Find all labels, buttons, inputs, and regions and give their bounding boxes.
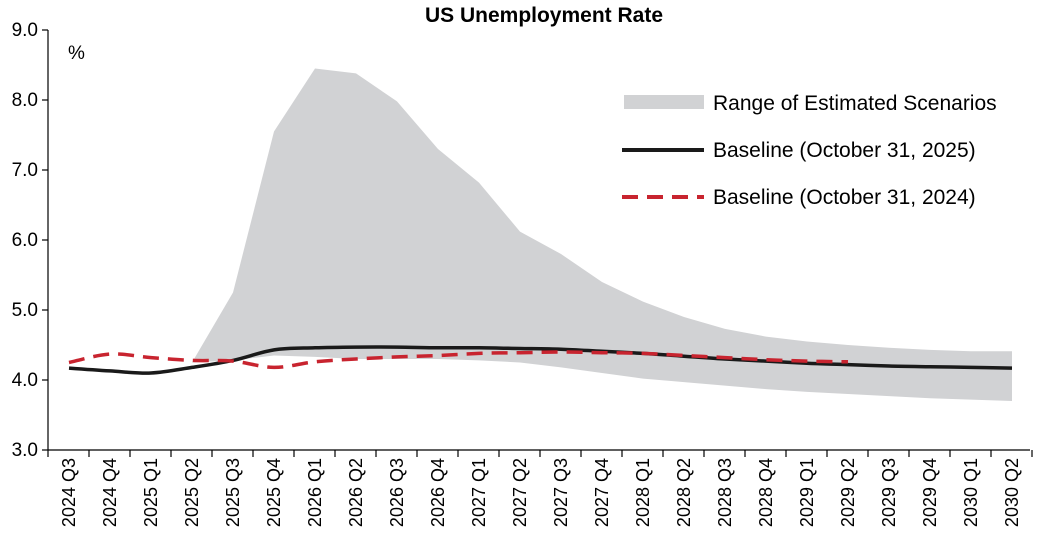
- x-tick-label: 2026 Q4: [428, 458, 448, 527]
- x-tick-label: 2029 Q1: [797, 458, 817, 527]
- x-tick-label: 2028 Q3: [715, 458, 735, 527]
- y-tick-label: 3.0: [12, 440, 38, 461]
- x-tick-label: 2026 Q1: [305, 458, 325, 527]
- x-tick-label: 2029 Q4: [920, 458, 940, 527]
- legend: Range of Estimated Scenarios Baseline (Oc…: [622, 92, 997, 209]
- x-tick-label: 2025 Q1: [141, 458, 161, 527]
- x-tick-label: 2025 Q2: [182, 458, 202, 527]
- x-tick-label: 2027 Q1: [469, 458, 489, 527]
- y-tick-label: 8.0: [12, 90, 38, 111]
- scenario-range-band-layer: [192, 68, 1012, 401]
- axes-layer: 3.0 4.0 5.0 6.0 7.0 8.0 9.0 2024 Q3 2024 Q4 2025 …: [12, 20, 1033, 527]
- x-tick-label: 2026 Q2: [346, 458, 366, 527]
- y-tick-label: 9.0: [12, 20, 38, 41]
- legend-label-baseline-2025: Baseline (October 31, 2025): [713, 139, 976, 162]
- x-tick-label: 2025 Q3: [223, 458, 243, 527]
- y-tick-label: 5.0: [12, 300, 38, 321]
- y-tick-label: 7.0: [12, 160, 38, 181]
- y-tick-label: 4.0: [12, 370, 38, 391]
- chart-title: US Unemployment Rate: [425, 4, 663, 27]
- x-tick-label: 2030 Q1: [961, 458, 981, 527]
- x-tick-label: 2026 Q3: [387, 458, 407, 527]
- x-tick-label: 2029 Q3: [879, 458, 899, 527]
- x-tick-label: 2028 Q4: [756, 458, 776, 527]
- x-tick-label: 2030 Q2: [1002, 458, 1022, 527]
- y-axis-unit-label: %: [68, 43, 85, 64]
- x-tick-label: 2024 Q4: [100, 458, 120, 527]
- x-tick-label: 2024 Q3: [59, 458, 79, 527]
- legend-label-range: Range of Estimated Scenarios: [713, 92, 997, 115]
- x-tick-label: 2028 Q1: [633, 458, 653, 527]
- x-tick-label: 2028 Q2: [674, 458, 694, 527]
- y-tick-label: 6.0: [12, 230, 38, 251]
- series-layer: [68, 345, 1013, 375]
- x-tick-label: 2027 Q4: [592, 458, 612, 527]
- legend-label-baseline-2024: Baseline (October 31, 2024): [713, 186, 976, 209]
- x-tick-label: 2027 Q2: [510, 458, 530, 527]
- scenario-range-band: [192, 68, 1012, 401]
- series-line-2: [68, 350, 849, 370]
- legend-swatch-range: [624, 95, 704, 109]
- x-tick-label: 2025 Q4: [264, 458, 284, 527]
- x-tick-label: 2027 Q3: [551, 458, 571, 527]
- x-tick-label: 2029 Q2: [838, 458, 858, 527]
